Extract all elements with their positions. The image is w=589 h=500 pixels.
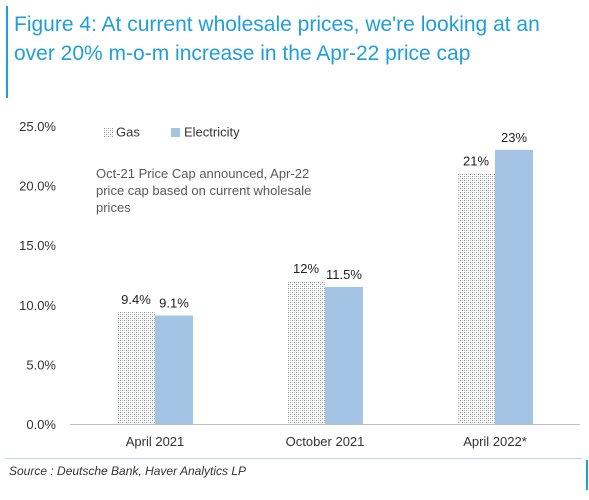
y-tick-label: 20.0%: [19, 179, 56, 194]
data-label-electricity: 23%: [501, 130, 527, 145]
bar-gas: [117, 311, 155, 424]
y-tick-label: 25.0%: [19, 119, 56, 134]
figure-frame-right: [586, 460, 588, 490]
data-label-electricity: 9.1%: [159, 296, 189, 311]
x-tick-label: October 2021: [286, 434, 365, 449]
bar-gas: [457, 173, 495, 424]
bar-chart: 0.0% 5.0% 10.0% 15.0% 20.0% 25.0% 9.4% 9.1% 12%…: [19, 119, 580, 449]
data-label-gas: 9.4%: [121, 292, 151, 307]
bar-electricity: [495, 149, 533, 424]
y-tick-label: 0.0%: [26, 417, 56, 432]
bar-electricity: [325, 286, 363, 424]
bar-electricity: [155, 315, 193, 424]
chart-annotation-line-2: price cap based on current wholesale: [96, 183, 311, 198]
legend-electricity-swatch: [171, 128, 180, 137]
figure-frame-left: [6, 6, 8, 98]
chart-area: 0.0% 5.0% 10.0% 15.0% 20.0% 25.0% 9.4% 9.1% 12%…: [0, 108, 589, 460]
x-tick-label: April 2022*: [463, 434, 527, 449]
x-tick-label: April 2021: [126, 434, 185, 449]
legend-electricity-label: Electricity: [184, 125, 240, 140]
figure-title: Figure 4: At current wholesale prices, w…: [14, 13, 540, 65]
legend-gas-label: Gas: [116, 125, 140, 140]
y-tick-label: 10.0%: [19, 298, 56, 313]
bar-gas: [287, 280, 325, 424]
y-tick-label: 15.0%: [19, 238, 56, 253]
data-label-gas: 12%: [293, 261, 319, 276]
legend-gas-swatch: [104, 128, 113, 137]
source-divider: [6, 458, 582, 459]
source-note: Source : Deutsche Bank, Haver Analytics …: [9, 464, 246, 478]
y-tick-label: 5.0%: [26, 357, 56, 372]
chart-annotation-line-3: prices: [96, 200, 131, 215]
data-label-electricity: 11.5%: [326, 267, 362, 282]
chart-annotation-line-1: Oct-21 Price Cap announced, Apr-22: [96, 166, 309, 181]
data-label-gas: 21%: [463, 154, 489, 169]
